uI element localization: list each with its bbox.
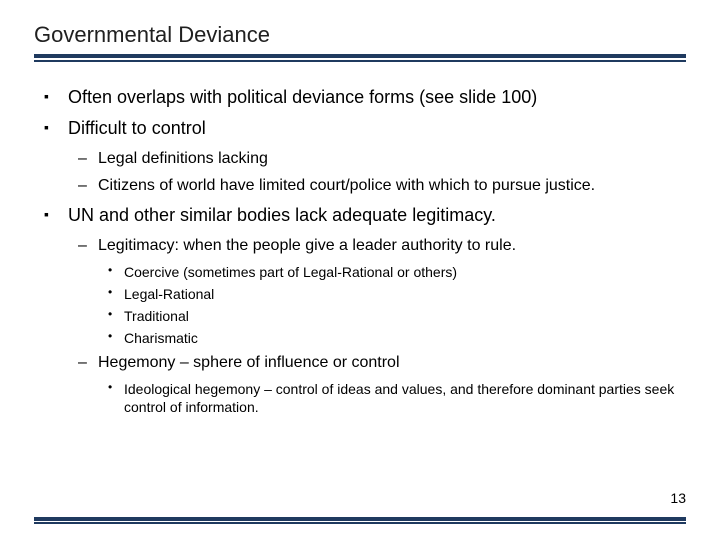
sub-sub-list: Ideological hegemony – control of ideas … <box>98 380 686 416</box>
list-item: Legal-Rational <box>98 285 686 303</box>
list-item: Legal definitions lacking <box>68 149 686 170</box>
bullet-text: Often overlaps with political deviance f… <box>68 87 537 107</box>
list-item: UN and other similar bodies lack adequat… <box>34 204 686 416</box>
list-item: Traditional <box>98 307 686 325</box>
bullet-text: Citizens of world have limited court/pol… <box>98 177 595 194</box>
bullet-list: Often overlaps with political deviance f… <box>34 86 686 416</box>
bullet-text: Charismatic <box>124 330 198 346</box>
list-item: Hegemony – sphere of influence or contro… <box>68 353 686 416</box>
sub-list: Legal definitions lacking Citizens of wo… <box>68 149 686 197</box>
list-item: Coercive (sometimes part of Legal-Ration… <box>98 263 686 281</box>
footer-rule <box>34 517 686 524</box>
list-item: Citizens of world have limited court/pol… <box>68 176 686 197</box>
footer-rule-thin <box>34 522 686 524</box>
sub-list: Legitimacy: when the people give a leade… <box>68 236 686 417</box>
bullet-text: UN and other similar bodies lack adequat… <box>68 205 496 225</box>
bullet-text: Legal-Rational <box>124 286 214 302</box>
list-item: Ideological hegemony – control of ideas … <box>98 380 686 416</box>
bullet-text: Ideological hegemony – control of ideas … <box>124 381 674 415</box>
bullet-text: Difficult to control <box>68 118 206 138</box>
title-rule-thick <box>34 54 686 58</box>
bullet-text: Traditional <box>124 308 189 324</box>
footer-rule-thick <box>34 517 686 521</box>
bullet-text: Legitimacy: when the people give a leade… <box>98 237 516 254</box>
page-number: 13 <box>670 490 686 506</box>
bullet-text: Coercive (sometimes part of Legal-Ration… <box>124 264 457 280</box>
list-item: Often overlaps with political deviance f… <box>34 86 686 109</box>
list-item: Legitimacy: when the people give a leade… <box>68 236 686 348</box>
bullet-text: Hegemony – sphere of influence or contro… <box>98 354 400 371</box>
list-item: Difficult to control Legal definitions l… <box>34 117 686 196</box>
bullet-text: Legal definitions lacking <box>98 150 268 167</box>
list-item: Charismatic <box>98 329 686 347</box>
slide: Governmental Deviance Often overlaps wit… <box>0 0 720 540</box>
sub-sub-list: Coercive (sometimes part of Legal-Ration… <box>98 263 686 348</box>
title-rule-thin <box>34 60 686 62</box>
slide-title: Governmental Deviance <box>34 22 686 48</box>
